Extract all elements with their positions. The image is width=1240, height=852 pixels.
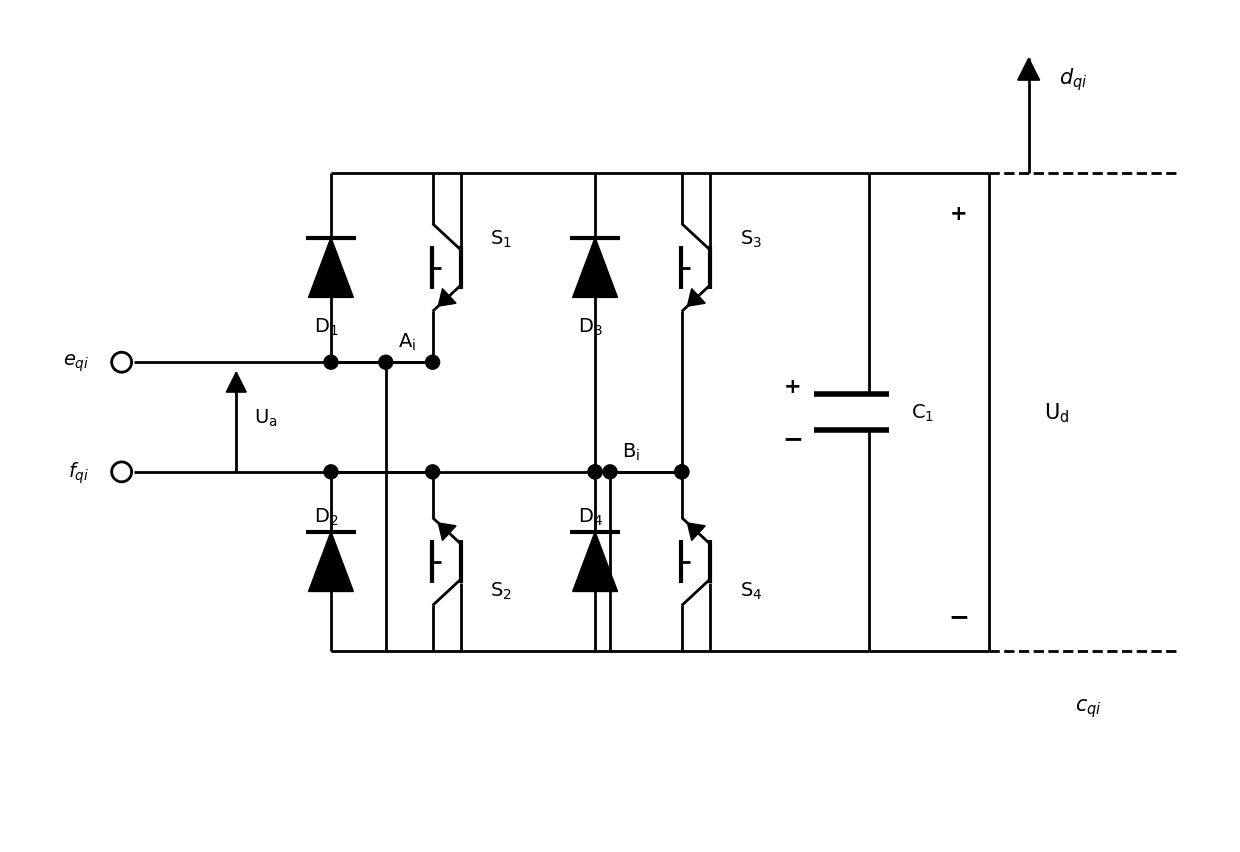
Text: $e_{qi}$: $e_{qi}$ xyxy=(63,352,89,373)
Circle shape xyxy=(588,465,603,480)
Text: $\mathrm{S_1}$: $\mathrm{S_1}$ xyxy=(491,229,512,250)
Circle shape xyxy=(425,356,440,370)
Text: $\mathrm{S_3}$: $\mathrm{S_3}$ xyxy=(739,229,761,250)
Polygon shape xyxy=(438,523,456,541)
Text: $\mathrm{U_d}$: $\mathrm{U_d}$ xyxy=(1044,400,1069,424)
Text: $\mathrm{B_i}$: $\mathrm{B_i}$ xyxy=(622,441,640,463)
Circle shape xyxy=(603,465,618,480)
Text: +: + xyxy=(784,377,801,397)
Text: +: + xyxy=(950,204,967,223)
Circle shape xyxy=(324,356,339,370)
Circle shape xyxy=(324,465,339,480)
Polygon shape xyxy=(309,532,353,592)
Circle shape xyxy=(112,463,131,482)
Text: −: − xyxy=(949,605,970,629)
Polygon shape xyxy=(687,523,706,541)
Polygon shape xyxy=(438,290,456,307)
Text: $d_{qi}$: $d_{qi}$ xyxy=(1059,66,1087,92)
Text: $c_{qi}$: $c_{qi}$ xyxy=(1075,696,1102,719)
Polygon shape xyxy=(226,372,247,393)
Text: $\mathrm{S_4}$: $\mathrm{S_4}$ xyxy=(739,580,763,602)
Text: $\mathrm{D_1}$: $\mathrm{D_1}$ xyxy=(314,316,339,337)
Text: $\mathrm{D_3}$: $\mathrm{D_3}$ xyxy=(578,316,603,337)
Text: $\mathrm{D_2}$: $\mathrm{D_2}$ xyxy=(314,506,339,527)
Text: $\mathrm{D_4}$: $\mathrm{D_4}$ xyxy=(578,506,603,527)
Text: $\mathrm{A_i}$: $\mathrm{A_i}$ xyxy=(398,331,415,353)
Circle shape xyxy=(675,465,688,480)
Polygon shape xyxy=(309,239,353,298)
Text: $\mathrm{S_2}$: $\mathrm{S_2}$ xyxy=(491,580,512,602)
Polygon shape xyxy=(573,532,618,592)
Text: −: − xyxy=(782,427,804,451)
Circle shape xyxy=(425,465,440,480)
Circle shape xyxy=(675,465,688,480)
Polygon shape xyxy=(1018,59,1039,81)
Text: $\mathrm{C_1}$: $\mathrm{C_1}$ xyxy=(911,402,934,423)
Circle shape xyxy=(378,356,393,370)
Polygon shape xyxy=(687,290,706,307)
Polygon shape xyxy=(573,239,618,298)
Circle shape xyxy=(112,353,131,372)
Text: $\mathrm{U_a}$: $\mathrm{U_a}$ xyxy=(254,407,278,429)
Text: $f_{qi}$: $f_{qi}$ xyxy=(68,459,89,485)
Circle shape xyxy=(588,465,603,480)
